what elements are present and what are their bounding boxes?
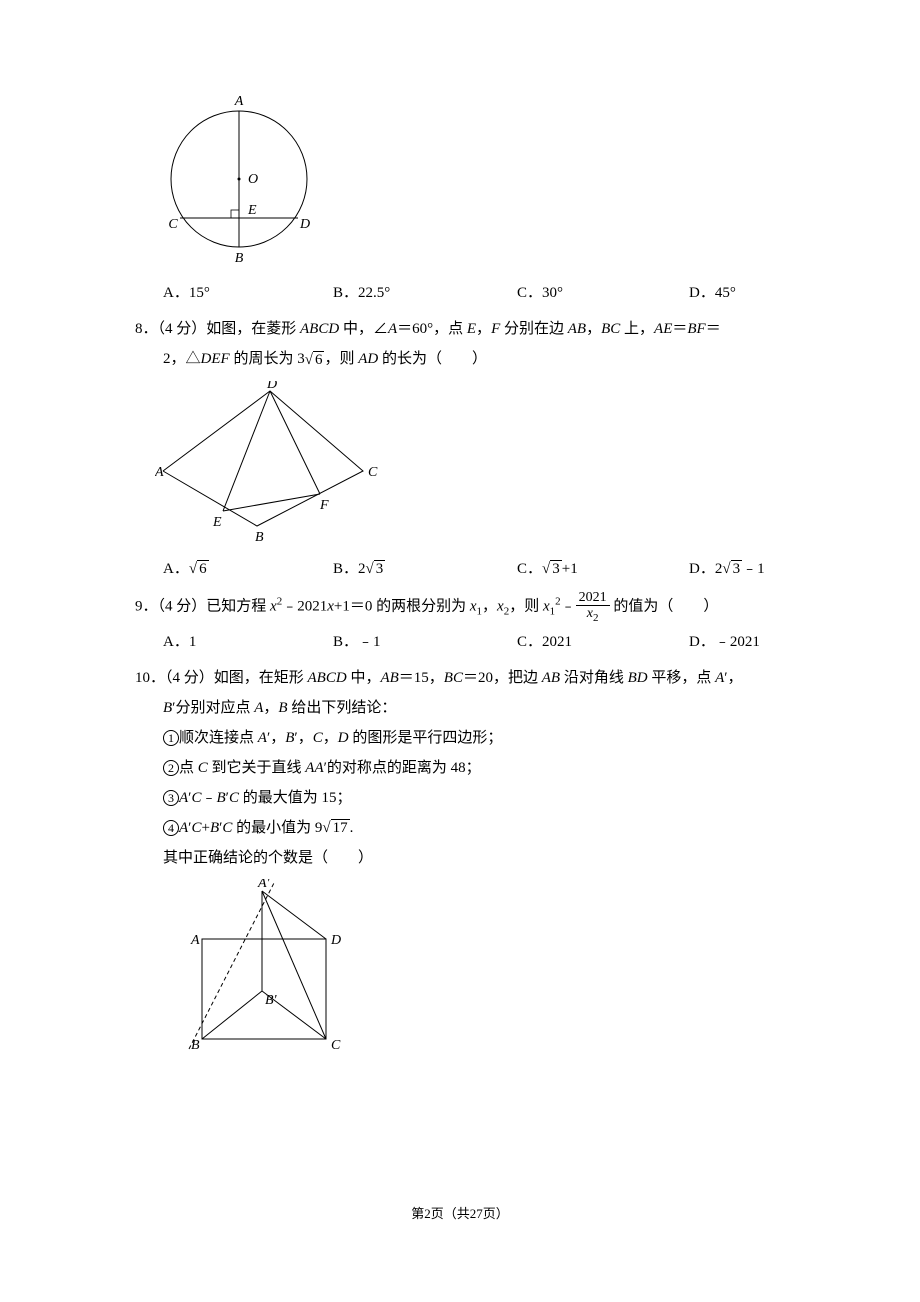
q9-choice-d: D．﹣2021 — [689, 630, 760, 651]
q10-item-2: 2点 C 到它关于直线 AA′的对称点的距离为 48； — [163, 753, 790, 783]
q8-choice-c: C．√3+1 — [517, 557, 689, 578]
q8-choice-a: A．√6 — [163, 557, 333, 578]
q8-choice-b: B．2√3 — [333, 557, 517, 578]
q10-rect-diagram: A D B C A' B' — [183, 879, 358, 1054]
q8-choices: A．√6 B．2√3 C．√3+1 D．2√3﹣1 — [163, 557, 790, 578]
svg-text:A: A — [155, 465, 164, 480]
svg-text:D: D — [299, 217, 310, 232]
svg-text:D: D — [266, 381, 277, 392]
svg-text:D: D — [330, 933, 341, 948]
svg-text:O: O — [248, 172, 258, 187]
q10-item-1: 1顺次连接点 A′，B′，C，D 的图形是平行四边形； — [163, 723, 790, 753]
q10-closing: 其中正确结论的个数是（ ） — [163, 843, 790, 873]
q7-choice-c: C．30° — [517, 281, 689, 302]
svg-text:C: C — [368, 465, 378, 480]
svg-text:E: E — [247, 203, 257, 218]
svg-text:A: A — [234, 94, 244, 109]
q9-choice-a: A．1 — [163, 630, 333, 651]
svg-text:B: B — [191, 1038, 200, 1053]
q10-item-3: 3A′C﹣B′C 的最大值为 15； — [163, 783, 790, 813]
svg-text:B: B — [255, 530, 264, 545]
q7-choice-b-text: 22.5° — [358, 285, 390, 302]
svg-text:B': B' — [265, 993, 278, 1008]
q8-stem-line2-prefix: 2，△DEF 的周长为 — [163, 351, 297, 367]
svg-text:C: C — [168, 217, 178, 232]
q8-rhombus-diagram: A B C D E F — [155, 381, 380, 546]
svg-text:A: A — [190, 933, 200, 948]
sqrt-icon: √6 — [305, 345, 325, 375]
svg-text:B: B — [235, 251, 244, 266]
question-8: 8．（4 分）如图，在菱形 ABCD 中，∠A＝60°，点 E，F 分别在边 A… — [135, 314, 790, 578]
q8-stem-line2: 2，△DEF 的周长为 3√6，则 AD 的长为（ ） — [163, 344, 790, 375]
q10-item-4: 4A′C+B′C 的最小值为 9√17. — [163, 813, 790, 844]
svg-text:E: E — [212, 515, 222, 530]
svg-text:A': A' — [257, 879, 271, 891]
q7-circle-diagram: A B C D E O — [163, 90, 333, 270]
q10-stem-line2: B′分别对应点 A，B 给出下列结论： — [163, 693, 790, 723]
q7-choice-b: B．22.5° — [333, 281, 517, 302]
q10-stem-line1: 10．（4 分）如图，在矩形 ABCD 中，AB＝15，BC＝20，把边 AB … — [135, 663, 790, 693]
q8-stem-line2-suffix: ，则 AD 的长为（ ） — [324, 351, 487, 367]
q8-stem-line1: 8．（4 分）如图，在菱形 ABCD 中，∠A＝60°，点 E，F 分别在边 A… — [135, 314, 790, 344]
q8-choice-d: D．2√3﹣1 — [689, 557, 765, 578]
q7-choice-d: D．45° — [689, 281, 736, 302]
q7-choice-d-text: 45° — [715, 285, 736, 302]
q9-choice-c: C．2021 — [517, 630, 689, 651]
q7-choices: A．15° B．22.5° C．30° D．45° — [163, 281, 790, 302]
question-10: 10．（4 分）如图，在矩形 ABCD 中，AB＝15，BC＝20，把边 AB … — [135, 663, 790, 1060]
q9-stem: 9．（4 分）已知方程 x2﹣2021x+1＝0 的两根分别为 x1，x2，则 … — [135, 590, 790, 624]
q8-coef: 3 — [297, 351, 305, 367]
svg-text:C: C — [331, 1038, 341, 1053]
q9-fraction: 2021x2 — [576, 590, 610, 624]
q8-radicand: 6 — [313, 351, 325, 368]
q9-choices: A．1 B．﹣1 C．2021 D．﹣2021 — [163, 630, 790, 651]
question-9: 9．（4 分）已知方程 x2﹣2021x+1＝0 的两根分别为 x1，x2，则 … — [135, 590, 790, 651]
svg-text:F: F — [319, 498, 329, 513]
page-footer: 第2页（共27页） — [0, 1203, 920, 1222]
q7-choice-c-text: 30° — [542, 285, 563, 302]
q7-choice-a: A．15° — [163, 281, 333, 302]
q7-choice-a-text: 15° — [189, 285, 210, 302]
question-7-figure: A B C D E O A．15° B．22.5° C．30° D．45° — [135, 90, 790, 302]
q9-choice-b: B．﹣1 — [333, 630, 517, 651]
